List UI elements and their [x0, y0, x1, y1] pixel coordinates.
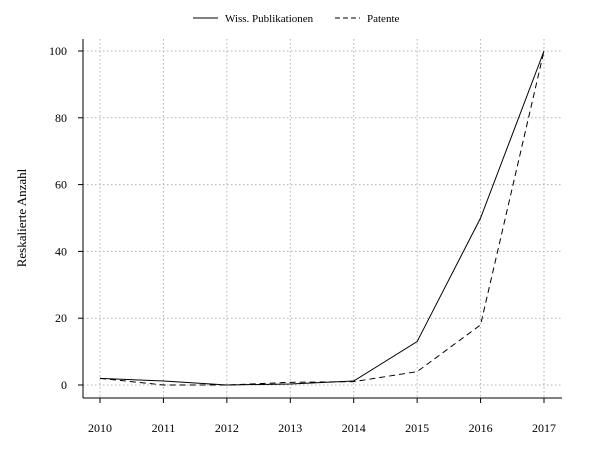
- y-tick-label-100: 100: [49, 44, 67, 58]
- y-tick-label-0: 0: [61, 378, 67, 392]
- x-tick-label-2016: 2016: [469, 421, 493, 435]
- x-tick-label-2012: 2012: [215, 421, 239, 435]
- legend-label-publikationen: Wiss. Publikationen: [225, 13, 314, 25]
- y-tick-label-80: 80: [55, 111, 67, 125]
- x-tick-label-2017: 2017: [532, 421, 556, 435]
- data-series: [99, 50, 545, 386]
- series-line-patente: [99, 50, 545, 386]
- legend-label-patente: Patente: [367, 13, 399, 25]
- grid: [83, 39, 562, 398]
- y-tick-label-40: 40: [55, 244, 67, 258]
- x-tick-label-2014: 2014: [342, 421, 366, 435]
- y-tick-label-60: 60: [55, 178, 67, 192]
- x-tick-label-2015: 2015: [405, 421, 429, 435]
- axes: 0 20 40 60 80 100 2010 2011 2012 2013 2014 2015 2016…: [49, 39, 562, 435]
- series-line-publikationen: [99, 50, 545, 386]
- x-tick-label-2010: 2010: [88, 421, 112, 435]
- y-tick-label-20: 20: [55, 311, 67, 325]
- y-axis-title: Reskalierte Anzahl: [14, 168, 29, 267]
- legend: Wiss. Publikationen Patente: [193, 13, 399, 25]
- x-tick-label-2011: 2011: [152, 421, 176, 435]
- x-tick-label-2013: 2013: [278, 421, 302, 435]
